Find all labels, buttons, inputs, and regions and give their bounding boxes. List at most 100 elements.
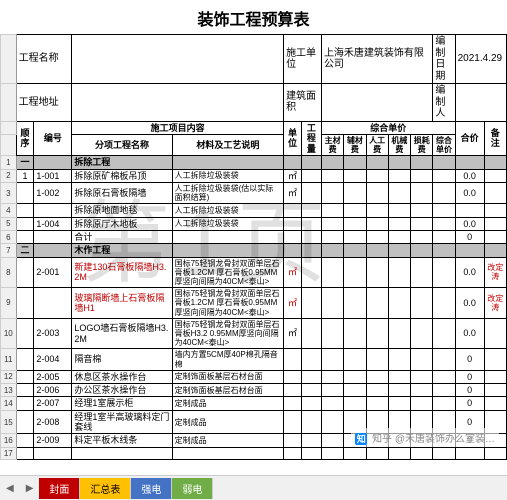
cell-unit	[284, 384, 302, 397]
cell-desc: 国标75轻钢龙骨封双面单层石膏板1.2CM 厚石膏板0.95MM厚竖向间隔为40…	[172, 257, 283, 288]
cell-name: 拆除原矿棉板吊顶	[72, 169, 172, 182]
cell-p-aux	[344, 288, 366, 319]
cell-p-loss	[411, 182, 433, 203]
tab-nav-prev[interactable]: ◀	[0, 483, 20, 494]
cell-qty	[301, 182, 321, 203]
table-row[interactable]: 6合计0	[1, 230, 507, 243]
row-number: 2	[1, 169, 17, 182]
cell-p-main	[321, 318, 343, 349]
cell-unit	[284, 447, 302, 459]
cell-remark	[484, 318, 506, 349]
cell-p-mach	[388, 230, 410, 243]
cell-qty	[301, 169, 321, 182]
cell-remark	[484, 384, 506, 397]
table-row[interactable]: 112-004隔音棉墙内方置5CM厚40P棉孔隔音棉0	[1, 349, 507, 370]
cell-remark	[484, 182, 506, 203]
cell-name: 经理1室展示柜	[72, 397, 172, 410]
cell-p-main	[321, 257, 343, 288]
cell-p-sum	[433, 318, 455, 349]
table-row[interactable]: 122-005休息区茶水操作台定制饰面板基层石材台面0	[1, 370, 507, 383]
cell-total: 0.0	[455, 169, 484, 182]
table-row[interactable]: 82-001新建130石膏板隔墙H3.2M国标75轻钢龙骨封双面单层石膏板1.2…	[1, 257, 507, 288]
cell-p-main	[321, 384, 343, 397]
tab-strong-electric[interactable]: 强电	[131, 478, 172, 499]
cell-total: 0.0	[455, 217, 484, 230]
cell-qty	[301, 204, 321, 217]
row-number: 7	[1, 244, 17, 257]
cell-name: 拆除原厅木地板	[72, 217, 172, 230]
cell-seq	[16, 434, 34, 447]
cell-p-mach	[388, 204, 410, 217]
cell-p-main	[321, 217, 343, 230]
cell-p-main	[321, 288, 343, 319]
table-row[interactable]: 9玻璃隔断墙上石膏板隔墙H1国标75轻钢龙骨封双面单层石膏板1.2CM 厚石膏板…	[1, 288, 507, 319]
cell-p-sum	[433, 349, 455, 370]
cell-p-aux	[344, 257, 366, 288]
cell-remark	[484, 169, 506, 182]
cell-qty	[301, 434, 321, 447]
col-p-mach: 机械费	[388, 134, 410, 155]
cell-total	[455, 244, 484, 257]
col-total: 合价	[455, 121, 484, 156]
cell-code: 1-001	[34, 169, 72, 182]
cell-total	[455, 156, 484, 169]
cell-total: 0	[455, 230, 484, 243]
cell-seq	[16, 349, 34, 370]
cell-qty	[301, 257, 321, 288]
table-row[interactable]: 4拆除原地面地毯人工拆除垃圾装袋	[1, 204, 507, 217]
tab-summary[interactable]: 汇总表	[80, 478, 131, 499]
cell-p-lab	[366, 397, 388, 410]
cell-remark	[484, 244, 506, 257]
value-area	[321, 84, 432, 122]
table-row[interactable]: 31-002拆除原石膏板隔墙人工拆除垃圾装袋(估以实际面积结算)㎡0.0	[1, 182, 507, 203]
label-builder: 施工单位	[284, 35, 322, 84]
cell-p-sum	[433, 384, 455, 397]
cell-seq	[16, 217, 34, 230]
row-number: 10	[1, 318, 17, 349]
cell-qty	[301, 217, 321, 230]
row-number: 16	[1, 434, 17, 447]
table-row[interactable]: 142-007经理1室展示柜定制成品0	[1, 397, 507, 410]
cell-p-loss	[411, 217, 433, 230]
table-row[interactable]: 102-003LOGO墙石膏板隔墙H3.2M国标75轻钢龙骨封双面单层石膏板H3…	[1, 318, 507, 349]
cell-seq: 1	[16, 169, 34, 182]
cell-p-loss	[411, 204, 433, 217]
cell-p-lab	[366, 447, 388, 459]
tab-weak-electric[interactable]: 弱电	[172, 478, 213, 499]
cell-total: 0.0	[455, 288, 484, 319]
gutter	[1, 121, 17, 134]
cell-name: 拆除原地面地毯	[72, 204, 172, 217]
cell-remark	[484, 370, 506, 383]
cell-desc	[172, 156, 283, 169]
cell-desc: 定制成品	[172, 434, 283, 447]
table-row[interactable]: 211-001拆除原矿棉板吊顶人工拆除垃圾装袋㎡0.0	[1, 169, 507, 182]
table-row[interactable]: 51-004拆除原厅木地板人工拆除垃圾装袋0.0	[1, 217, 507, 230]
table-row[interactable]: 17	[1, 447, 507, 459]
cell-qty	[301, 370, 321, 383]
cell-code: 2-001	[34, 257, 72, 288]
cell-qty	[301, 318, 321, 349]
cell-p-mach	[388, 257, 410, 288]
cell-total: 0	[455, 384, 484, 397]
cell-name: LOGO墙石膏板隔墙H3.2M	[72, 318, 172, 349]
cell-code	[34, 204, 72, 217]
cell-name: 拆除工程	[72, 156, 172, 169]
cell-p-mach	[388, 384, 410, 397]
sheet-tabs: ◀ ▶ 封面 汇总表 强电 弱电	[0, 475, 507, 500]
tab-nav-next[interactable]: ▶	[20, 483, 40, 494]
cell-p-mach	[388, 182, 410, 203]
cell-code: 1-004	[34, 217, 72, 230]
cell-remark	[484, 397, 506, 410]
table-row[interactable]: 132-006办公区茶水操作台定制饰面板基层石材台面0	[1, 384, 507, 397]
gutter	[1, 35, 17, 84]
cell-p-loss	[411, 349, 433, 370]
table-row[interactable]: 1一拆除工程	[1, 156, 507, 169]
cell-unit	[284, 204, 302, 217]
cell-desc: 人工拆除垃圾装袋	[172, 217, 283, 230]
row-number: 15	[1, 410, 17, 434]
cell-p-main	[321, 370, 343, 383]
zhihu-icon: 知	[355, 433, 367, 445]
tab-cover[interactable]: 封面	[39, 478, 80, 499]
table-row[interactable]: 7二木作工程	[1, 244, 507, 257]
cell-p-mach	[388, 349, 410, 370]
